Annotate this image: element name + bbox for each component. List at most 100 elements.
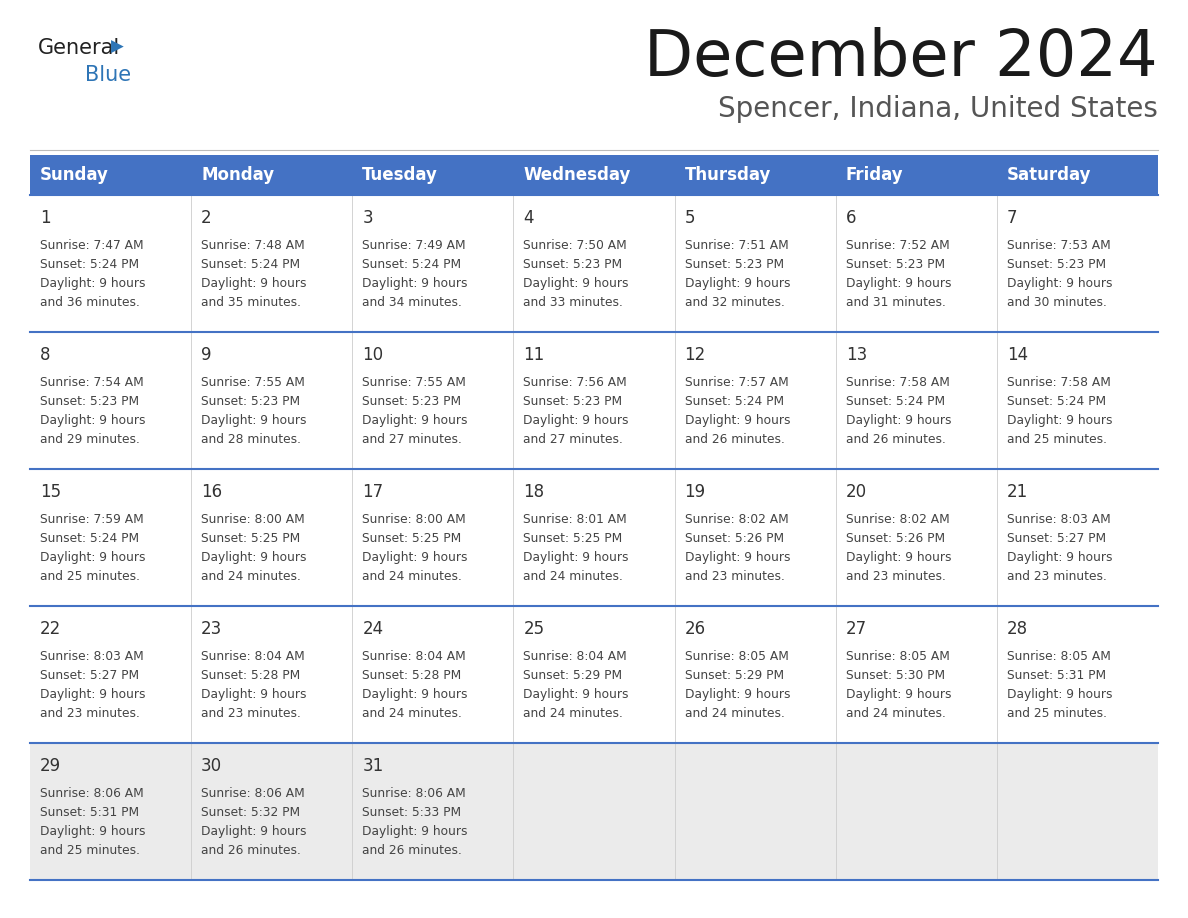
Text: and 24 minutes.: and 24 minutes. [846,707,946,720]
Text: Sunrise: 7:48 AM: Sunrise: 7:48 AM [201,239,305,252]
Text: Daylight: 9 hours: Daylight: 9 hours [362,551,468,564]
Text: 3: 3 [362,209,373,227]
Text: 5: 5 [684,209,695,227]
Text: Sunrise: 8:04 AM: Sunrise: 8:04 AM [201,650,305,663]
Text: and 30 minutes.: and 30 minutes. [1007,296,1107,309]
Text: Daylight: 9 hours: Daylight: 9 hours [524,277,628,290]
Text: Sunset: 5:31 PM: Sunset: 5:31 PM [40,806,139,819]
Text: Sunset: 5:29 PM: Sunset: 5:29 PM [524,669,623,682]
Text: Sunset: 5:23 PM: Sunset: 5:23 PM [524,258,623,271]
Text: Daylight: 9 hours: Daylight: 9 hours [201,551,307,564]
Text: Tuesday: Tuesday [362,166,438,184]
Text: Sunrise: 7:52 AM: Sunrise: 7:52 AM [846,239,949,252]
Text: Sunrise: 8:06 AM: Sunrise: 8:06 AM [201,787,305,800]
Text: and 24 minutes.: and 24 minutes. [524,570,624,583]
Text: and 23 minutes.: and 23 minutes. [684,570,784,583]
Text: 4: 4 [524,209,533,227]
Text: and 31 minutes.: and 31 minutes. [846,296,946,309]
Text: 9: 9 [201,346,211,364]
Text: Sunset: 5:28 PM: Sunset: 5:28 PM [362,669,461,682]
Text: 15: 15 [40,483,61,501]
Text: 13: 13 [846,346,867,364]
Text: Sunrise: 8:06 AM: Sunrise: 8:06 AM [40,787,144,800]
Text: Daylight: 9 hours: Daylight: 9 hours [362,414,468,427]
Text: and 24 minutes.: and 24 minutes. [362,707,462,720]
Text: Wednesday: Wednesday [524,166,631,184]
Text: Daylight: 9 hours: Daylight: 9 hours [362,277,468,290]
Text: 26: 26 [684,620,706,638]
Text: Daylight: 9 hours: Daylight: 9 hours [684,688,790,701]
Text: and 33 minutes.: and 33 minutes. [524,296,624,309]
Text: Daylight: 9 hours: Daylight: 9 hours [524,688,628,701]
Text: 14: 14 [1007,346,1028,364]
Text: Sunset: 5:27 PM: Sunset: 5:27 PM [1007,532,1106,545]
Bar [30,155,1158,195]
Text: Sunrise: 8:05 AM: Sunrise: 8:05 AM [684,650,789,663]
Text: Sunrise: 8:05 AM: Sunrise: 8:05 AM [846,650,949,663]
Text: Sunrise: 8:00 AM: Sunrise: 8:00 AM [362,513,466,526]
Text: and 23 minutes.: and 23 minutes. [40,707,140,720]
Text: 1: 1 [40,209,51,227]
Text: Sunrise: 8:06 AM: Sunrise: 8:06 AM [362,787,466,800]
Text: Sunrise: 8:05 AM: Sunrise: 8:05 AM [1007,650,1111,663]
Text: Sunrise: 7:50 AM: Sunrise: 7:50 AM [524,239,627,252]
Text: and 26 minutes.: and 26 minutes. [684,433,784,446]
Text: Sunset: 5:27 PM: Sunset: 5:27 PM [40,669,139,682]
Text: and 28 minutes.: and 28 minutes. [201,433,301,446]
Text: Sunset: 5:24 PM: Sunset: 5:24 PM [846,395,944,408]
Text: Daylight: 9 hours: Daylight: 9 hours [201,688,307,701]
Text: Daylight: 9 hours: Daylight: 9 hours [1007,414,1112,427]
Text: Sunrise: 7:59 AM: Sunrise: 7:59 AM [40,513,144,526]
Text: 18: 18 [524,483,544,501]
Text: 30: 30 [201,757,222,775]
Text: Sunset: 5:24 PM: Sunset: 5:24 PM [201,258,301,271]
Text: and 29 minutes.: and 29 minutes. [40,433,140,446]
Text: Sunrise: 8:02 AM: Sunrise: 8:02 AM [846,513,949,526]
Text: and 35 minutes.: and 35 minutes. [201,296,301,309]
Text: 10: 10 [362,346,384,364]
Text: Sunset: 5:33 PM: Sunset: 5:33 PM [362,806,461,819]
Text: Daylight: 9 hours: Daylight: 9 hours [362,825,468,838]
Text: Sunrise: 7:55 AM: Sunrise: 7:55 AM [362,376,466,389]
Text: Daylight: 9 hours: Daylight: 9 hours [684,551,790,564]
Text: and 32 minutes.: and 32 minutes. [684,296,784,309]
Text: Sunrise: 8:04 AM: Sunrise: 8:04 AM [524,650,627,663]
Text: and 36 minutes.: and 36 minutes. [40,296,140,309]
Text: Sunset: 5:28 PM: Sunset: 5:28 PM [201,669,301,682]
Text: 27: 27 [846,620,867,638]
Text: and 25 minutes.: and 25 minutes. [40,844,140,857]
Text: 28: 28 [1007,620,1028,638]
Text: and 26 minutes.: and 26 minutes. [846,433,946,446]
Bar [30,743,1158,880]
Text: and 27 minutes.: and 27 minutes. [362,433,462,446]
Text: General: General [38,38,120,58]
Text: Spencer, Indiana, United States: Spencer, Indiana, United States [718,95,1158,123]
Text: Sunday: Sunday [40,166,109,184]
Text: Sunrise: 7:58 AM: Sunrise: 7:58 AM [846,376,949,389]
Text: Sunrise: 7:51 AM: Sunrise: 7:51 AM [684,239,789,252]
Text: Sunset: 5:23 PM: Sunset: 5:23 PM [362,395,461,408]
Text: Friday: Friday [846,166,903,184]
Text: 22: 22 [40,620,62,638]
Text: Sunset: 5:24 PM: Sunset: 5:24 PM [362,258,461,271]
Text: and 23 minutes.: and 23 minutes. [201,707,301,720]
Text: 31: 31 [362,757,384,775]
Text: Daylight: 9 hours: Daylight: 9 hours [1007,551,1112,564]
Text: Sunrise: 7:53 AM: Sunrise: 7:53 AM [1007,239,1111,252]
Text: and 25 minutes.: and 25 minutes. [1007,433,1107,446]
Text: Daylight: 9 hours: Daylight: 9 hours [846,277,952,290]
Text: Daylight: 9 hours: Daylight: 9 hours [201,277,307,290]
Text: 11: 11 [524,346,544,364]
Text: Sunrise: 8:00 AM: Sunrise: 8:00 AM [201,513,305,526]
Text: Daylight: 9 hours: Daylight: 9 hours [40,688,145,701]
Text: Sunset: 5:32 PM: Sunset: 5:32 PM [201,806,301,819]
Text: and 26 minutes.: and 26 minutes. [362,844,462,857]
Text: 8: 8 [40,346,51,364]
Text: 12: 12 [684,346,706,364]
Text: Daylight: 9 hours: Daylight: 9 hours [1007,277,1112,290]
Text: and 25 minutes.: and 25 minutes. [40,570,140,583]
Text: and 23 minutes.: and 23 minutes. [846,570,946,583]
Text: Daylight: 9 hours: Daylight: 9 hours [1007,688,1112,701]
Text: and 25 minutes.: and 25 minutes. [1007,707,1107,720]
Text: Daylight: 9 hours: Daylight: 9 hours [524,551,628,564]
